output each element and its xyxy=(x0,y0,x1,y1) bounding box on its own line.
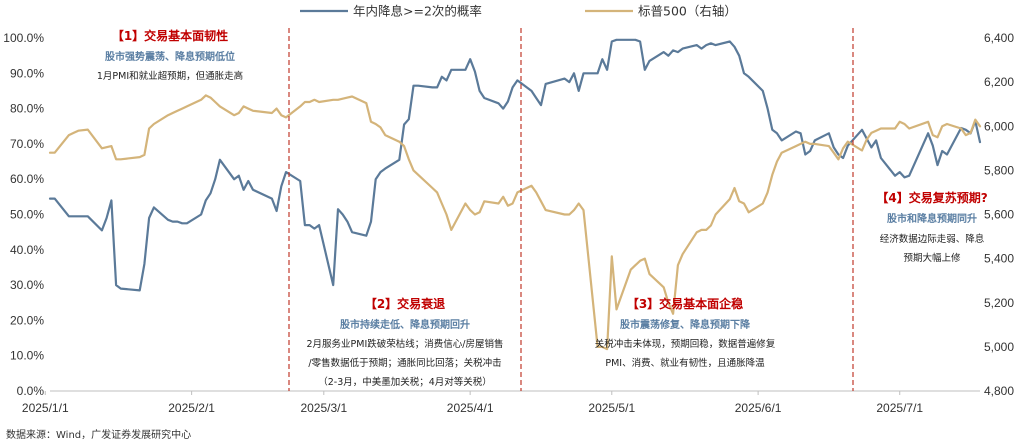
x-tick-label: 2025/2/1 xyxy=(168,401,215,415)
left-tick-label: 80.0% xyxy=(10,102,44,116)
right-tick-label: 5,800 xyxy=(984,163,1014,177)
left-axis: 0.0% 10.0% 20.0% 30.0% 40.0% 50.0% 60.0% 70.0% 8… xyxy=(3,31,44,398)
right-tick-label: 5,400 xyxy=(984,252,1014,266)
right-tick-label: 6,200 xyxy=(984,75,1014,89)
x-axis: 2025/1/1 2025/2/1 2025/3/1 2025/4/1 2025/5/1… xyxy=(22,391,923,415)
series-line-rate-cut-probability xyxy=(48,38,982,292)
left-tick-label: 20.0% xyxy=(10,313,44,327)
annotation-4-body-1: 经济数据边际走弱、降息 xyxy=(880,233,985,245)
annotation-1: 【1】交易基本面韧性 股市强势震荡、降息预期低位 1月PMI和就业超预期，但通胀… xyxy=(97,28,243,82)
annotation-1-subtitle: 股市强势震荡、降息预期低位 xyxy=(105,50,235,63)
annotation-2-body-2: /零售数据低于预期；通胀同比回落；关税冲击 xyxy=(308,357,501,369)
annotation-3-body-2: PMI、消费、就业有韧性，且通胀降温 xyxy=(605,357,765,369)
left-tick-label: 70.0% xyxy=(10,137,44,151)
annotation-3-body-1: 关税冲击未体现，预期回稳，数据普遍修复 xyxy=(595,338,776,350)
right-tick-label: 5,200 xyxy=(984,296,1014,310)
x-tick-label: 2025/1/1 xyxy=(22,401,69,415)
annotation-2-body-3: （2-3月，中美墨加关税；4月对等关税） xyxy=(318,376,492,388)
left-tick-label: 90.0% xyxy=(10,66,44,80)
annotation-3: 【3】交易基本面企稳 股市震荡修复、降息预期下降 关税冲击未体现，预期回稳，数据… xyxy=(595,296,776,369)
series-line-sp500 xyxy=(48,94,982,351)
annotation-4: 【4】交易复苏预期? 股市和降息预期同升 经济数据边际走弱、降息 预期大幅上修 xyxy=(876,190,987,264)
annotation-2: 【2】交易衰退 股市持续走低、降息预期回升 2月服务业PMI跌破荣枯线；消费信心… xyxy=(307,296,504,388)
series-layer xyxy=(48,38,982,351)
left-tick-label: 60.0% xyxy=(10,172,44,186)
right-axis: 4,800 5,000 5,200 5,400 5,600 5,800 6,000 6,200… xyxy=(984,31,1014,398)
legend-label-spx: 标普500（右轴） xyxy=(638,4,737,19)
x-tick-label: 2025/6/1 xyxy=(735,401,782,415)
annotation-1-body-1: 1月PMI和就业超预期，但通胀走高 xyxy=(97,70,243,82)
right-tick-label: 5,600 xyxy=(984,208,1014,222)
x-tick-label: 2025/3/1 xyxy=(300,401,347,415)
x-tick-label: 2025/4/1 xyxy=(447,401,494,415)
left-tick-label: 0.0% xyxy=(17,384,45,398)
left-tick-label: 10.0% xyxy=(10,349,44,363)
left-tick-label: 50.0% xyxy=(10,208,44,222)
annotation-2-title: 【2】交易衰退 xyxy=(365,296,445,311)
left-tick-label: 100.0% xyxy=(3,31,44,45)
left-tick-label: 40.0% xyxy=(10,243,44,257)
annotation-1-title: 【1】交易基本面韧性 xyxy=(112,28,228,43)
regime-dividers xyxy=(288,28,854,391)
right-tick-label: 4,800 xyxy=(984,384,1014,398)
right-tick-label: 5,000 xyxy=(984,340,1014,354)
source-note: 数据来源：Wind，广发证券发展研究中心 xyxy=(6,428,191,441)
legend: 年内降息>=2次的概率 标普500（右轴） xyxy=(300,4,737,19)
right-tick-label: 6,000 xyxy=(984,119,1014,133)
left-tick-label: 30.0% xyxy=(10,278,44,292)
legend-label-prob: 年内降息>=2次的概率 xyxy=(353,4,482,19)
annotation-2-subtitle: 股市持续走低、降息预期回升 xyxy=(340,318,470,331)
x-tick-label: 2025/7/1 xyxy=(876,401,923,415)
annotation-2-body-1: 2月服务业PMI跌破荣枯线；消费信心/房屋销售 xyxy=(307,338,504,350)
annotation-3-title: 【3】交易基本面企稳 xyxy=(627,296,743,311)
x-tick-label: 2025/5/1 xyxy=(588,401,635,415)
annotation-3-subtitle: 股市震荡修复、降息预期下降 xyxy=(620,318,751,331)
annotation-4-body-2: 预期大幅上修 xyxy=(903,252,961,264)
annotation-4-title: 【4】交易复苏预期? xyxy=(876,190,987,205)
right-tick-label: 6,400 xyxy=(984,31,1014,45)
annotation-4-subtitle: 股市和降息预期同升 xyxy=(887,212,977,225)
